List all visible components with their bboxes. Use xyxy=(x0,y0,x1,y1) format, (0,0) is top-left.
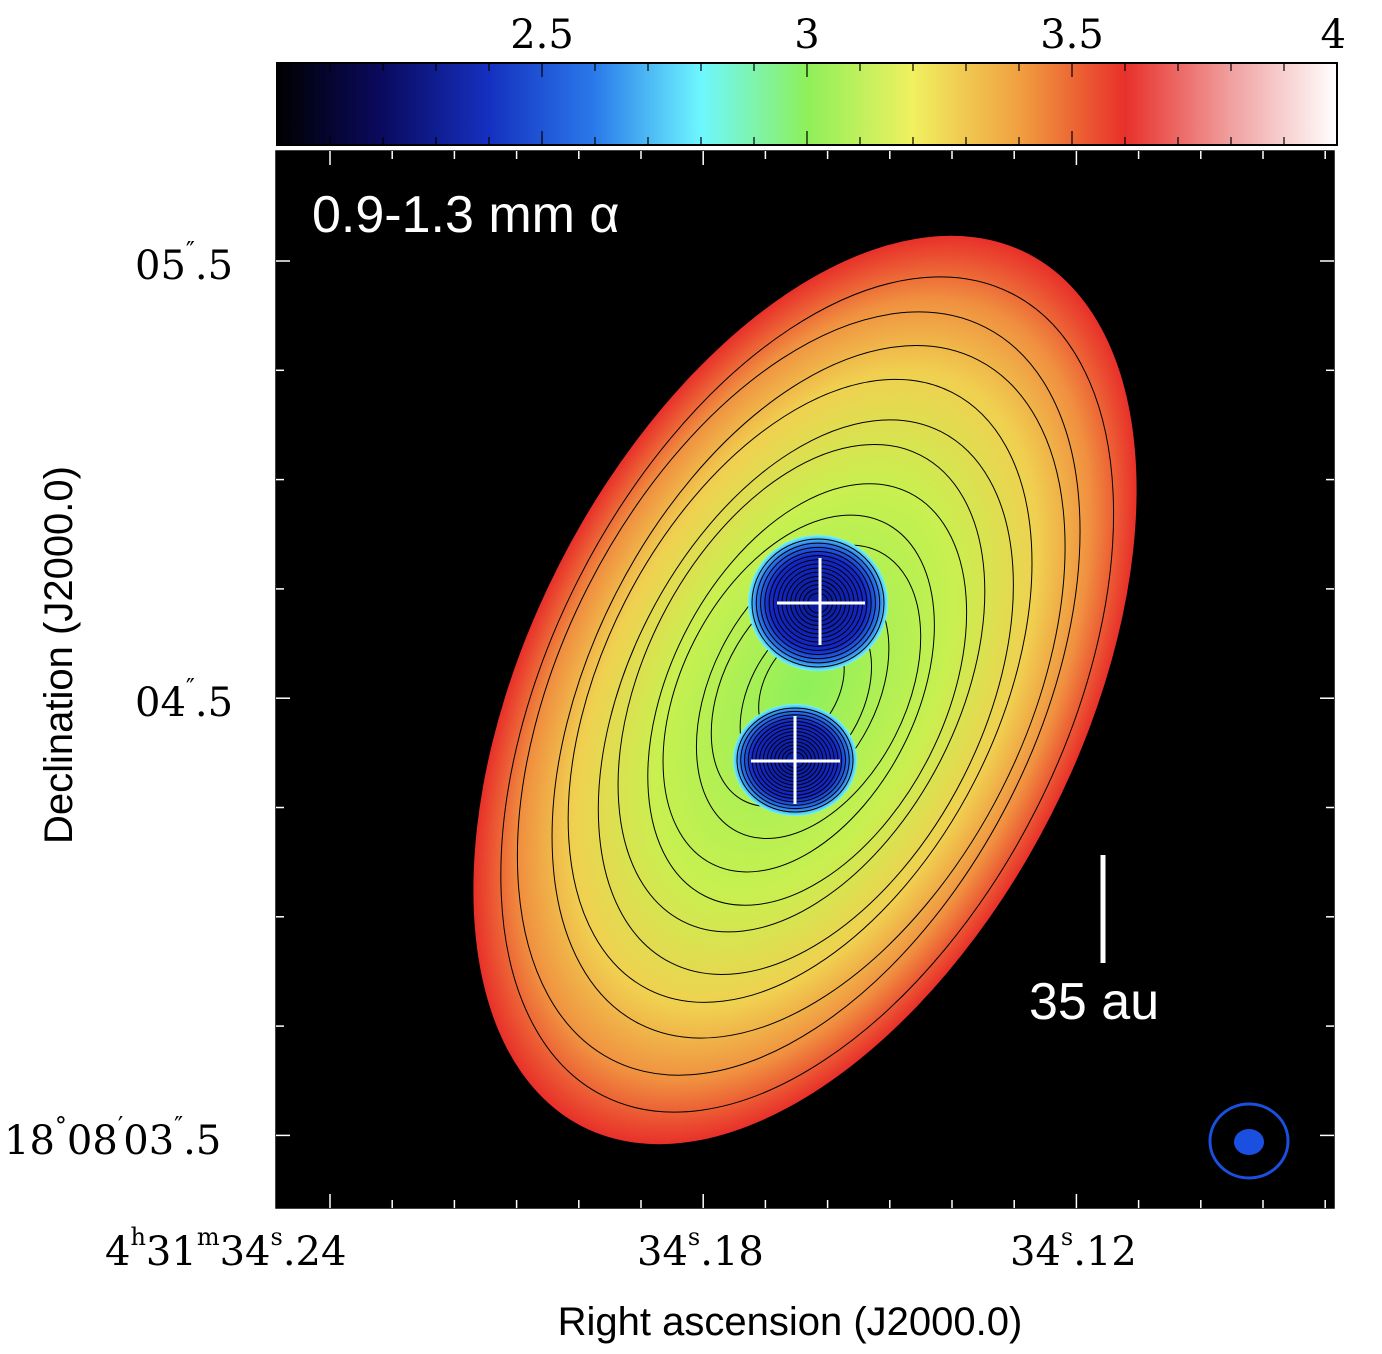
x-tick-label-34.18: 34s.18 xyxy=(637,1223,764,1275)
colorbar-tick-labels: 2.5 3 3.5 4 xyxy=(510,12,1346,58)
contour-line xyxy=(516,311,1081,1076)
beam xyxy=(1208,1102,1290,1180)
x-tick-label-34.24: 4h31m34s.24 xyxy=(105,1223,346,1275)
source-marker-north xyxy=(777,558,865,645)
x-axis-ticks xyxy=(329,151,1326,1208)
beam-outline xyxy=(1208,1102,1290,1180)
contour-line xyxy=(597,419,1014,975)
scale-bar-label: 35 au xyxy=(1029,973,1159,1031)
contour-line xyxy=(500,276,1115,1113)
contour-line xyxy=(695,544,922,839)
core-contour-line xyxy=(740,710,850,810)
plot-frame xyxy=(275,150,1335,1209)
colorbar-tick-label: 3 xyxy=(794,12,819,58)
y-axis-title: Declination (J2000.0) xyxy=(37,466,81,844)
panel-title: 0.9-1.3 mm α xyxy=(312,186,619,244)
contour-line xyxy=(647,483,968,906)
disk-image xyxy=(473,235,1137,1145)
contour-line xyxy=(567,378,1033,1003)
core-contour-line xyxy=(755,542,881,664)
colorbar-tick-label: 3.5 xyxy=(1040,12,1104,58)
x-axis-title: Right ascension (J2000.0) xyxy=(558,1300,1023,1344)
core-contour-line xyxy=(751,538,885,668)
contour-lines xyxy=(500,276,1115,1113)
colorbar-ticks xyxy=(276,63,1338,145)
colorbar-tick-label: 2.5 xyxy=(510,12,574,58)
y-tick-labels: 05″.5 04″.5 18°08′03″.5 xyxy=(4,237,233,1164)
plot-area: 0.9-1.3 mm α 35 au xyxy=(275,150,1335,1209)
contour-line xyxy=(662,514,935,873)
core-contour-line xyxy=(768,555,868,651)
core-contour-line xyxy=(736,707,854,813)
y-tick-label-04.5: 04″.5 xyxy=(135,674,233,726)
y-axis-ticks xyxy=(276,260,1334,1137)
scale-bar: 35 au xyxy=(1029,855,1159,1031)
x-tick-labels: 4h31m34s.24 34s.18 34s.12 xyxy=(105,1223,1137,1275)
contour-line xyxy=(551,345,1066,1039)
core-contour-line xyxy=(744,714,846,806)
x-tick-label-34.12: 34s.12 xyxy=(1010,1223,1137,1275)
y-tick-label-18-08-03.5: 18°08′03″.5 xyxy=(4,1112,221,1164)
core-contour-line xyxy=(760,546,876,660)
beam-ellipse xyxy=(1234,1129,1264,1155)
colorbar: 2.5 3 3.5 4 xyxy=(276,12,1346,146)
core-contour-line xyxy=(764,550,872,656)
contour-line xyxy=(617,443,986,933)
colorbar-tick-label: 4 xyxy=(1321,12,1346,58)
disk-emission xyxy=(473,235,1137,1145)
y-tick-label-05.5: 05″.5 xyxy=(135,237,233,289)
source-marker-south xyxy=(751,716,840,804)
